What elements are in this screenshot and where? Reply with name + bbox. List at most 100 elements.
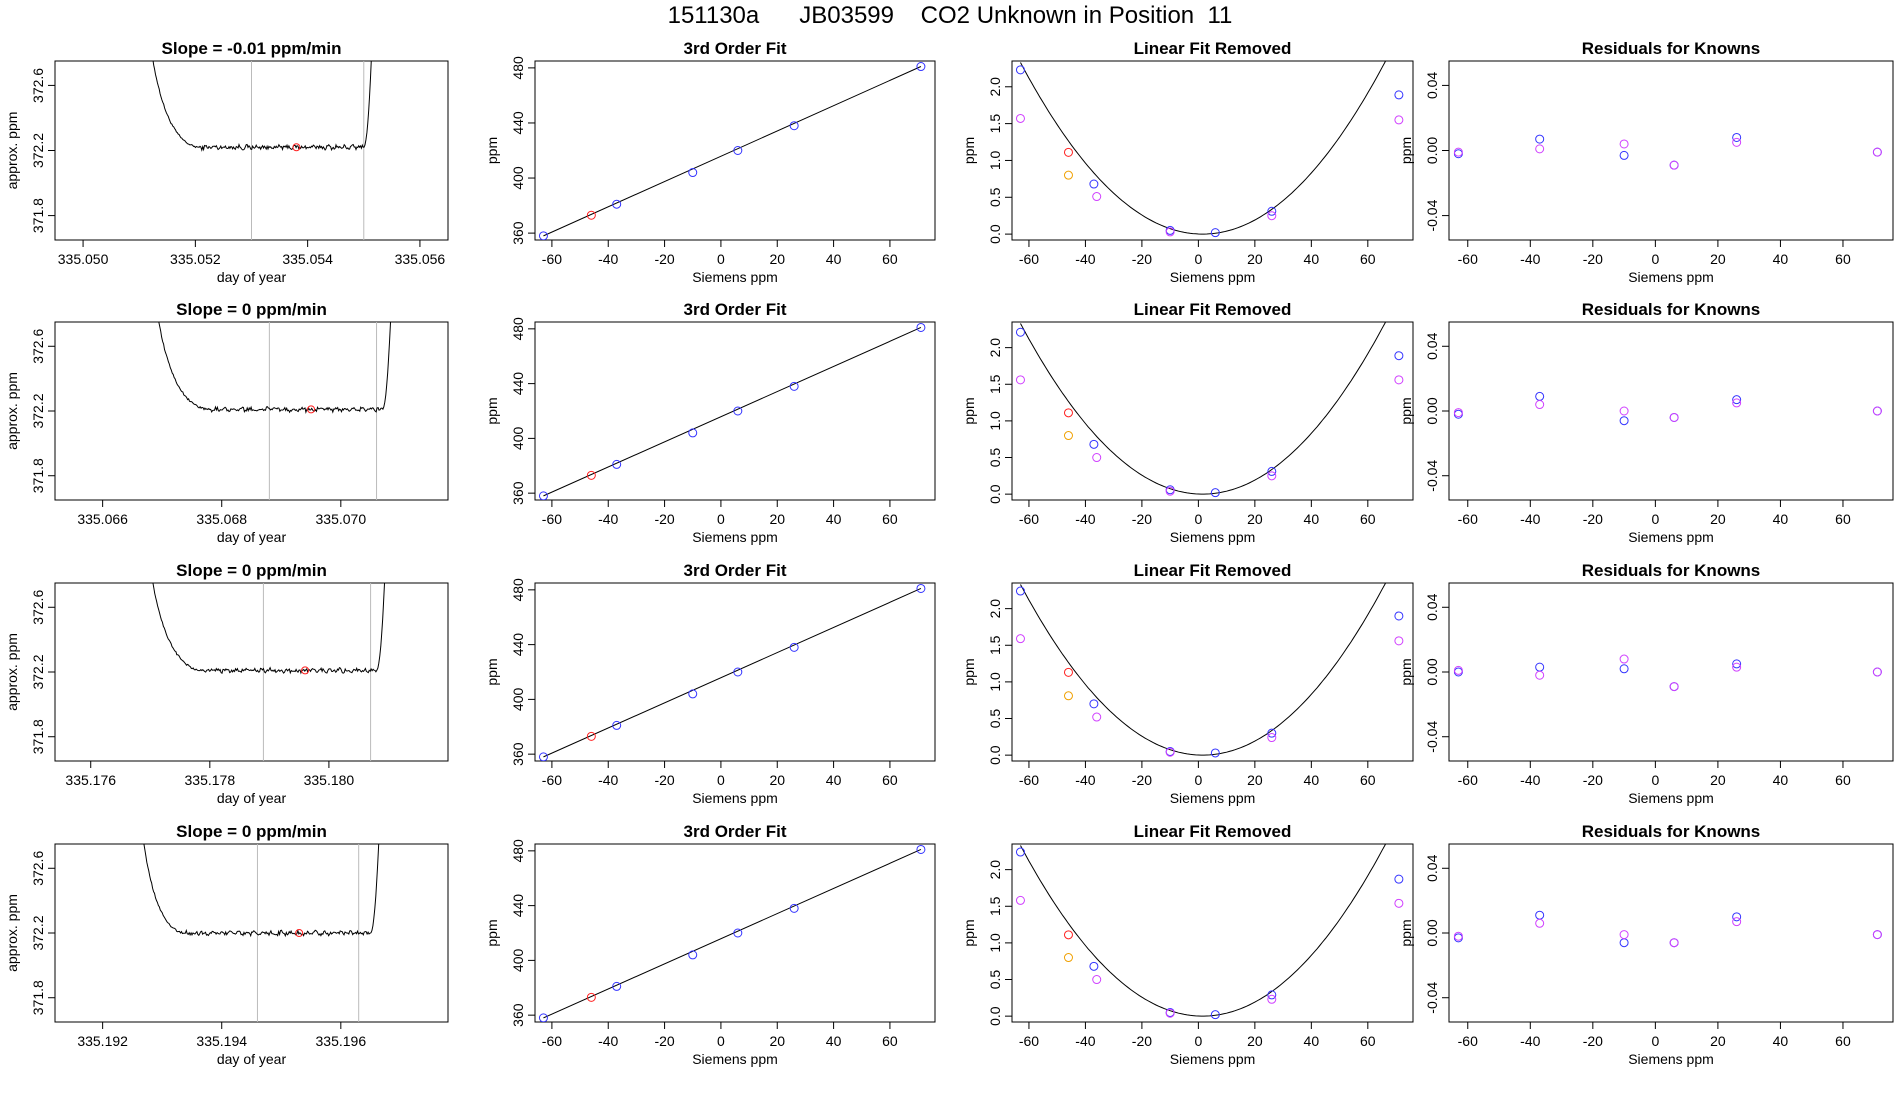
data-point [1394,351,1404,361]
data-point [1267,733,1277,743]
x-axis-label: Siemens ppm [1628,790,1714,806]
y-axis-label: ppm [484,397,500,424]
y-tick-label: 372.6 [30,68,46,103]
x-tick-label: 0 [1651,511,1659,527]
x-tick-label: 40 [1304,772,1320,788]
data-point [1092,975,1102,985]
x-axis-label: Siemens ppm [1628,269,1714,285]
x-tick-label: 335.068 [196,511,247,527]
data-point [612,459,622,469]
x-tick-label: -60 [1458,511,1478,527]
data-point [1535,910,1545,920]
plot-area [1015,322,1404,498]
x-axis-label: Siemens ppm [1170,269,1256,285]
x-tick-label: -40 [1520,772,1540,788]
plot-area [1015,844,1404,1020]
x-axis-label: day of year [217,1051,287,1067]
panel-title: Linear Fit Removed [1134,822,1292,841]
panel-title: 3rd Order Fit [684,39,787,58]
x-axis-label: Siemens ppm [692,1051,778,1067]
panel-title: 3rd Order Fit [684,561,787,580]
panel-residuals: Residuals for Knowns -60 -40 -20 0 20 40 60 Siem… [1398,39,1894,285]
data-point [1063,431,1073,441]
x-tick-label: 335.050 [58,251,109,267]
x-tick-label: -60 [1019,772,1039,788]
y-axis-label: ppm [484,919,500,946]
x-tick-label: -20 [654,772,674,788]
y-tick-label: 0.5 [987,970,1003,990]
data-point [1015,895,1025,905]
data-point [1089,961,1099,971]
plot-frame [1448,582,1894,762]
x-tick-label: -60 [1019,1033,1039,1049]
data-point [1015,375,1025,385]
y-axis-label: ppm [1398,919,1414,946]
data-point [1394,115,1404,125]
x-tick-label: 335.054 [282,251,333,267]
x-tick-label: -40 [1520,251,1540,267]
data-point [1063,147,1073,157]
x-tick-label: 60 [882,251,898,267]
unknown-marker [301,666,310,675]
data-point [1732,395,1742,405]
y-tick-label: 0.0 [987,745,1003,765]
y-tick-label: -0.04 [1424,721,1440,753]
data-point [1089,179,1099,189]
x-axis-label: Siemens ppm [692,790,778,806]
plot-frame [534,321,936,501]
plot-area [158,322,392,500]
y-tick-label: 1.5 [987,374,1003,394]
data-point [1535,918,1545,928]
data-point [1732,912,1742,922]
data-point [1732,662,1742,672]
panel-title: Slope = 0 ppm/min [176,300,327,319]
data-point [1267,990,1277,1000]
x-tick-label: 335.192 [77,1033,128,1049]
x-tick-label: 40 [826,251,842,267]
x-tick-label: -60 [1019,511,1039,527]
panel-residuals: Residuals for Knowns -60 -40 -20 0 20 40 60 Siem… [1398,822,1894,1067]
x-tick-label: 20 [769,251,785,267]
panel-timeseries: Slope = -0.01 ppm/min 335.050 335.052 335.0… [4,39,449,285]
y-tick-label: 1.5 [987,114,1003,134]
data-point [1453,147,1463,157]
x-axis-label: day of year [217,269,287,285]
fit-line [543,849,922,1019]
fit-curve [1020,844,1387,1017]
x-tick-label: -60 [542,251,562,267]
panel-title: Linear Fit Removed [1134,300,1292,319]
x-tick-label: 335.070 [316,511,367,527]
x-tick-label: -40 [1075,772,1095,788]
plot-area [538,844,926,1022]
x-tick-label: 335.066 [77,511,128,527]
x-tick-label: 60 [1360,511,1376,527]
data-point [688,168,698,178]
x-tick-label: -60 [542,511,562,527]
data-point [586,470,596,480]
x-tick-label: 40 [1773,511,1789,527]
x-tick-label: 0 [717,511,725,527]
data-point [916,322,926,332]
data-point [538,1013,548,1022]
data-point [1619,654,1629,664]
x-tick-label: 0 [1194,772,1202,788]
unknown-marker [292,143,301,152]
data-point [1015,327,1025,337]
data-point [789,903,799,913]
data-point [1669,160,1679,170]
data-point [1267,206,1277,216]
y-tick-label: 0.00 [1424,919,1440,946]
data-point [1089,439,1099,449]
data-point [1267,728,1277,738]
data-point [1619,930,1629,940]
y-tick-label: 372.6 [30,590,46,625]
x-tick-label: 0 [1194,1033,1202,1049]
data-point [1063,691,1073,701]
y-tick-label: 440 [510,894,526,918]
y-axis-label: ppm [961,137,977,164]
data-point [1453,408,1463,418]
x-axis-label: Siemens ppm [1628,529,1714,545]
unknown-marker [295,929,304,937]
x-tick-label: 60 [882,511,898,527]
y-tick-label: 372.2 [30,133,46,168]
